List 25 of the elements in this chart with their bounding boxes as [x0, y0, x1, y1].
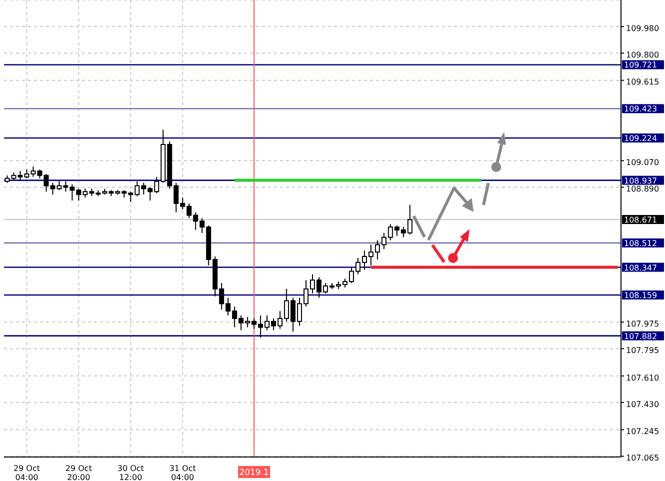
- ref-line-label: 108.671: [624, 216, 658, 225]
- ref-line-label: 109.423: [624, 104, 658, 114]
- x-tick-label: 31 Oct 04:00: [169, 464, 196, 481]
- x-tick-label: 2019.1: [239, 468, 269, 478]
- ref-line-label: 108.347: [624, 263, 658, 272]
- ref-line-label: 109.224: [624, 134, 658, 143]
- y-tick-label: 107.065: [626, 454, 660, 463]
- y-tick-label: 107.610: [626, 373, 660, 382]
- y-tick-label: 109.800: [626, 50, 660, 60]
- ref-line-label: 108.512: [624, 238, 658, 248]
- y-tick-label: 107.795: [626, 346, 660, 355]
- y-tick-label: 109.980: [626, 24, 660, 33]
- ref-line-label: 108.937: [624, 176, 658, 186]
- ref-line-label: 108.159: [624, 290, 658, 300]
- x-tick-label: 29 Oct 20:00: [65, 464, 92, 481]
- x-tick-label: 30 Oct 12:00: [117, 464, 144, 481]
- x-tick-label: 29 Oct 04:00: [13, 464, 40, 481]
- y-tick-label: 107.430: [626, 400, 660, 409]
- ref-line-label: 109.721: [624, 60, 658, 70]
- y-tick-label: 109.615: [626, 78, 660, 87]
- y-tick-label: 107.245: [626, 427, 660, 436]
- y-tick-label: 108.890: [626, 184, 660, 194]
- ref-line-label: 107.882: [624, 332, 658, 341]
- y-tick-label: 107.975: [626, 319, 660, 328]
- y-tick-label: 109.070: [626, 158, 660, 168]
